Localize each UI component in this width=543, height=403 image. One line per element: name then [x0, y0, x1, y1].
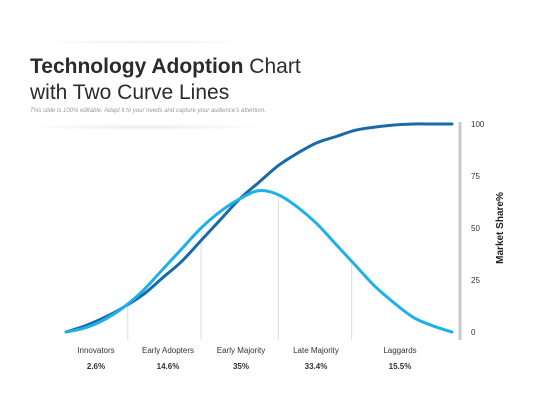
y-tick-label: 100 — [471, 120, 485, 129]
title-bold-part: Technology Adoption — [30, 55, 244, 78]
category-label: Early Majority — [217, 346, 265, 355]
category-value: 15.5% — [389, 362, 412, 371]
page-title: Technology Adoption Chart — [30, 54, 301, 79]
page-subtitle: This slide is 100% editable. Adapt it to… — [30, 108, 266, 114]
category-label: Late Majority — [293, 346, 339, 355]
title-rest-part: Chart — [243, 55, 301, 78]
category-value: 14.6% — [157, 362, 180, 371]
category-labels: Innovators 2.6% Early Adopters 14.6% Early M… — [77, 346, 416, 371]
category-value: 35% — [233, 362, 249, 371]
category-label: Early Adopters — [142, 346, 194, 355]
y-tick-label: 75 — [471, 172, 480, 181]
y-tick-label: 50 — [471, 224, 480, 233]
title-bottom-shadow — [20, 124, 270, 130]
category-value: 2.6% — [87, 362, 105, 371]
y-axis-title: Market Share% — [495, 192, 506, 264]
y-axis: 100 75 50 25 0 Market Share% — [458, 120, 506, 340]
category-dividers — [127, 194, 353, 340]
y-tick-label: 0 — [471, 328, 476, 337]
y-tick-label: 25 — [471, 276, 480, 285]
category-label: Laggards — [383, 346, 416, 355]
s-curve-line — [64, 122, 454, 334]
title-top-shadow — [30, 40, 260, 44]
page-title-line2: with Two Curve Lines — [30, 81, 230, 104]
category-value: 33.4% — [305, 362, 328, 371]
category-label: Innovators — [77, 346, 114, 355]
bell-curve-line — [64, 188, 454, 334]
curves — [64, 122, 454, 334]
